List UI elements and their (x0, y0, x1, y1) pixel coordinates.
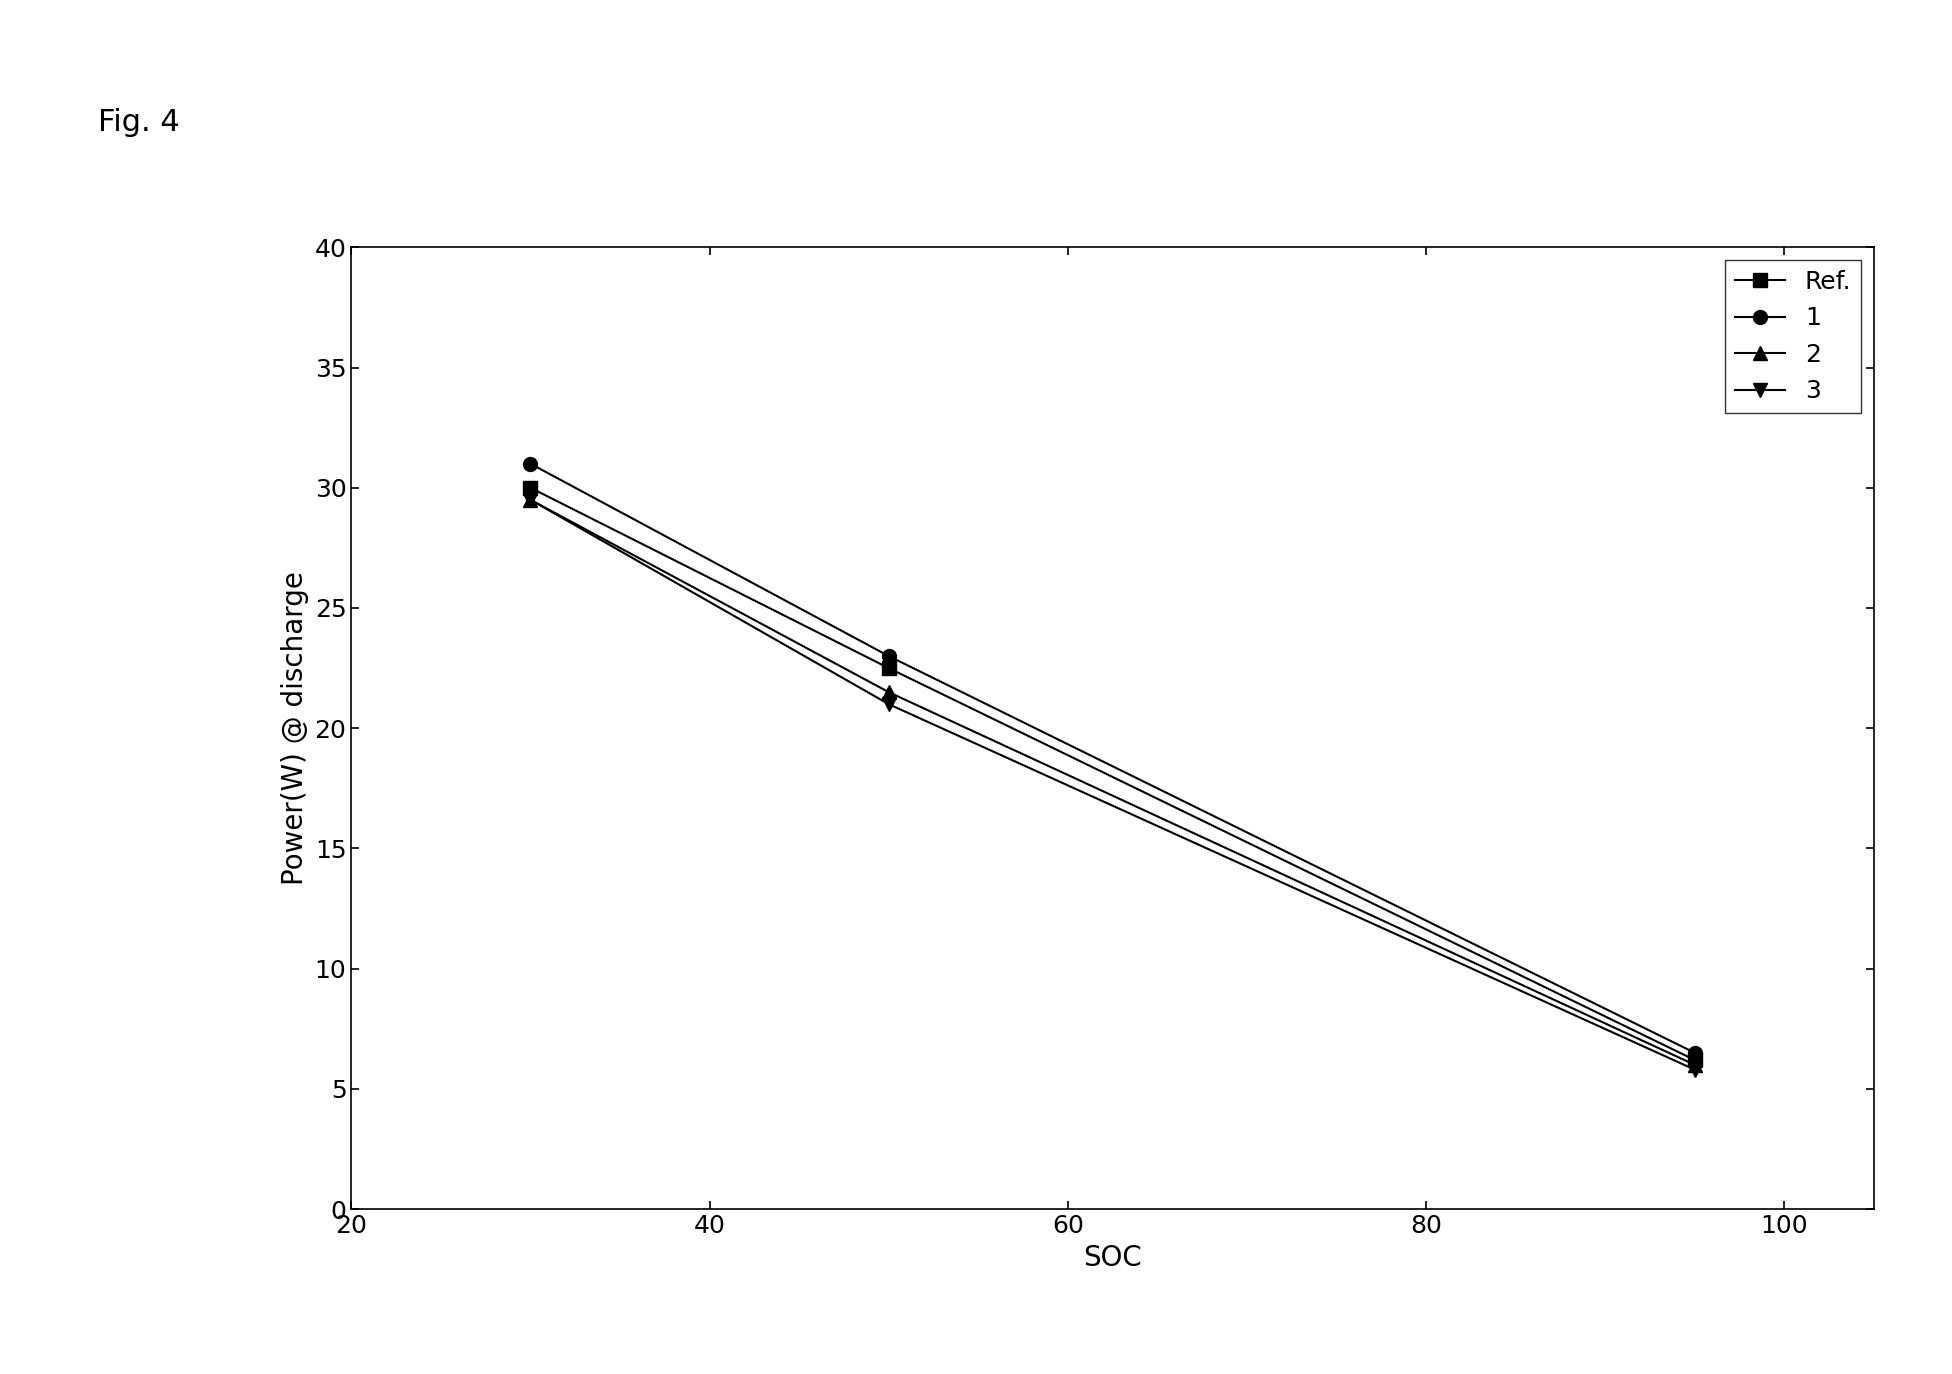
1 (876, 649, 900, 665)
Line: Ref.: Ref. (523, 481, 1702, 1068)
1 (519, 456, 543, 473)
1 (1683, 1044, 1706, 1061)
Legend: Ref., 1, 2, 3: Ref., 1, 2, 3 (1726, 260, 1862, 414)
Ref. (876, 660, 900, 676)
2 (876, 684, 900, 701)
Line: 1: 1 (523, 456, 1702, 1059)
Ref. (519, 480, 543, 496)
2 (1683, 1057, 1706, 1073)
3 (519, 492, 543, 508)
X-axis label: SOC: SOC (1083, 1243, 1142, 1271)
Line: 2: 2 (523, 493, 1702, 1072)
Text: Fig. 4: Fig. 4 (98, 109, 180, 137)
3 (876, 695, 900, 712)
Ref. (1683, 1052, 1706, 1069)
3 (1683, 1061, 1706, 1077)
Y-axis label: Power(W) @ discharge: Power(W) @ discharge (281, 572, 308, 885)
2 (519, 492, 543, 508)
Line: 3: 3 (523, 493, 1702, 1077)
